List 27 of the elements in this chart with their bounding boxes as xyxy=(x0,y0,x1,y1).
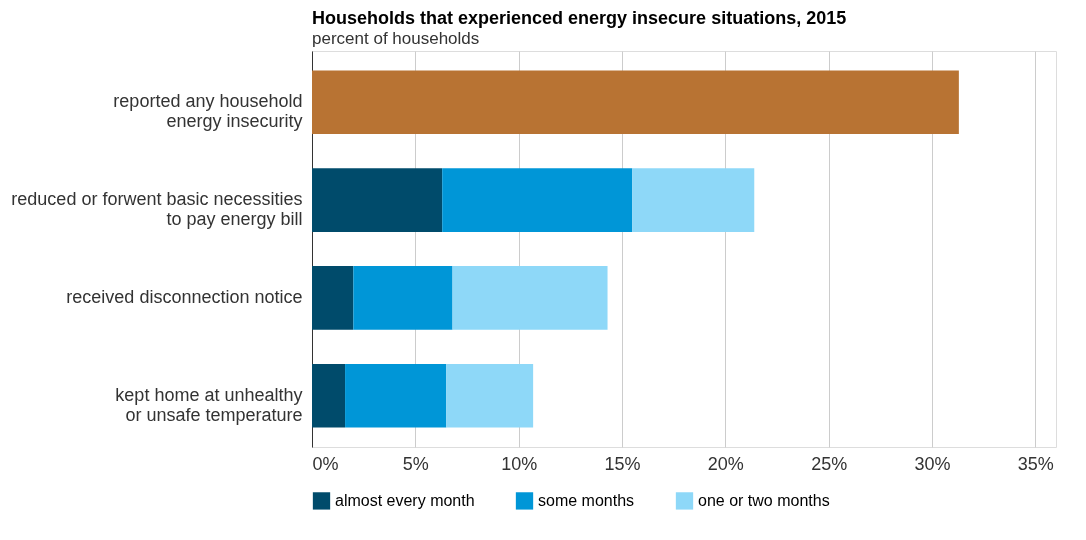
bar xyxy=(312,363,346,428)
legend-label: almost every month xyxy=(335,491,475,509)
bar xyxy=(353,266,453,330)
bar xyxy=(632,168,755,232)
y-tick-label: kept home at unhealthy or unsafe temperature xyxy=(115,384,303,425)
x-tick-label: 35% xyxy=(1017,453,1054,474)
legend-label: one or two months xyxy=(698,491,830,509)
bar xyxy=(345,363,447,428)
x-tick-label: 10% xyxy=(501,453,538,474)
x-tick-label: 5% xyxy=(402,453,429,474)
y-tick-label: reported any household energy insecurity xyxy=(113,91,303,132)
bar xyxy=(446,363,534,428)
bar xyxy=(452,266,608,330)
legend-label: some months xyxy=(538,491,635,509)
bar xyxy=(312,70,959,135)
y-tick-label: received disconnection notice xyxy=(66,286,303,307)
x-tick-label: 15% xyxy=(604,453,641,474)
y-tick-label: reduced or forwent basic necessities to pay energy bill xyxy=(11,189,303,230)
x-tick-label: 25% xyxy=(811,453,848,474)
bar xyxy=(312,168,443,232)
chart-title: Households that experienced energy insecure situations, 2015 xyxy=(312,8,847,28)
x-tick-label: 30% xyxy=(914,453,951,474)
x-tick-label: 20% xyxy=(707,453,744,474)
chart-subtitle: percent of households xyxy=(312,29,480,48)
bar xyxy=(442,168,633,232)
x-tick-label: 0% xyxy=(312,453,339,474)
bar xyxy=(312,266,354,330)
